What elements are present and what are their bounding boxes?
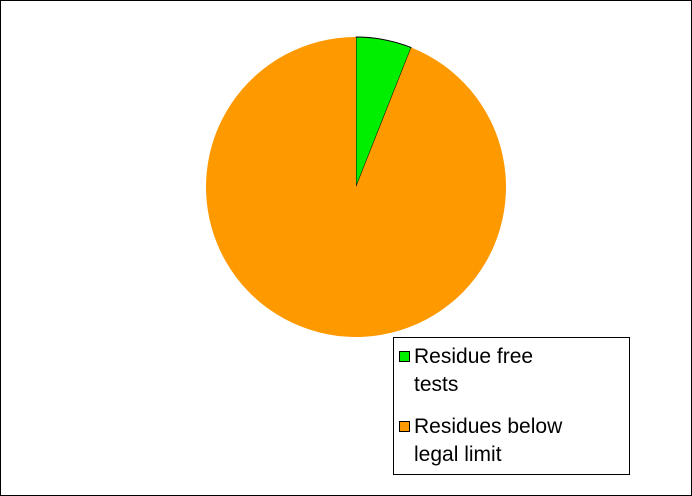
- legend-item-below-limit: Residues below legal limit: [399, 413, 624, 469]
- legend-label-line: tests: [414, 373, 459, 396]
- legend-swatch-residue-free: [399, 351, 410, 362]
- legend: Residue free tests Residues below legal …: [393, 337, 630, 475]
- legend-item-residue-free: Residue free tests: [399, 343, 624, 399]
- pie-slice-residue-free-tests: [355, 36, 412, 188]
- legend-label-line: Residues below: [414, 415, 563, 438]
- pie-slice-residues-below-legal-limit: [206, 37, 507, 338]
- legend-swatch-below-limit: [399, 421, 410, 432]
- legend-label-line: legal limit: [414, 443, 502, 466]
- legend-label-line: Residue free: [414, 345, 534, 368]
